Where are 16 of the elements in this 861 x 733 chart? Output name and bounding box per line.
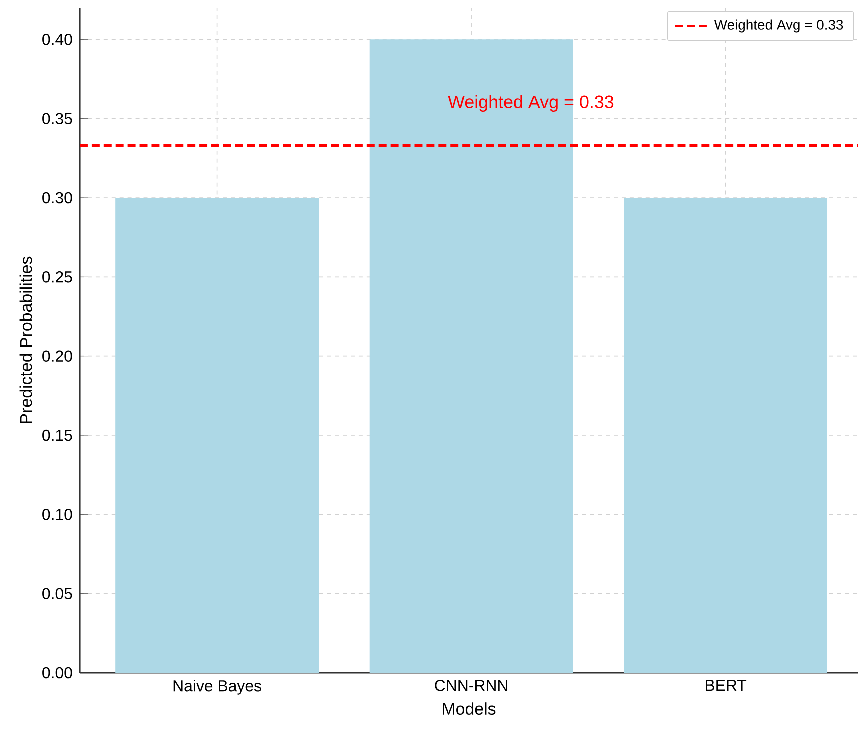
x-tick-label: BERT xyxy=(706,680,747,692)
y-axis-title: Predicted Probabilities xyxy=(20,256,32,424)
y-tick-label: 0.30 xyxy=(42,192,72,204)
y-tick-label: 0.05 xyxy=(42,588,72,600)
legend-label: Weighted Avg = 0.33 xyxy=(714,20,844,33)
y-tick-label: 0.00 xyxy=(42,667,72,679)
x-tick-label: CNN-RNN xyxy=(435,680,508,692)
x-axis-title: Models xyxy=(443,702,496,716)
y-tick-label: 0.10 xyxy=(42,509,72,520)
y-tick-label: 0.15 xyxy=(42,430,72,442)
x-tick-label: Naive Bayes xyxy=(174,680,262,695)
y-tick-label: 0.25 xyxy=(42,272,72,283)
y-tick-label: 0.20 xyxy=(42,350,72,362)
annotation: Weighted Avg = 0.33 xyxy=(448,95,614,112)
y-tick-label: 0.35 xyxy=(42,113,72,124)
y-tick-label: 0.40 xyxy=(42,34,72,46)
